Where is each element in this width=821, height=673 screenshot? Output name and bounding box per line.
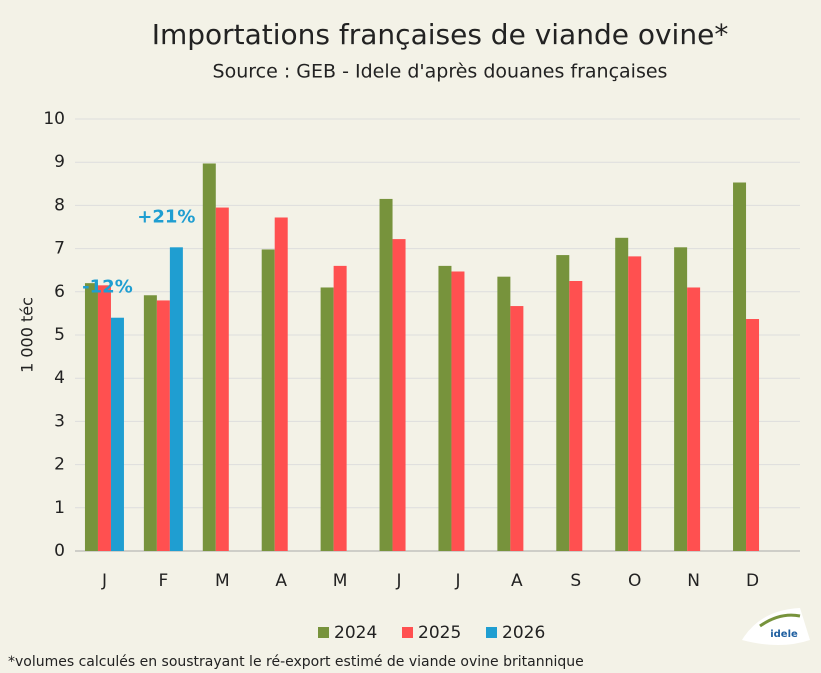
x-tick-label: A: [511, 571, 523, 591]
y-tick-label: 5: [54, 325, 65, 345]
bar: [333, 265, 347, 551]
bar: [156, 300, 170, 551]
y-tick-label: 1: [54, 498, 65, 518]
bar: [628, 256, 642, 551]
bar: [84, 283, 98, 551]
bar: [438, 265, 452, 551]
legend-label: 2025: [418, 623, 461, 643]
bar: [143, 295, 157, 551]
bar: [392, 239, 406, 551]
bar: [615, 237, 629, 552]
legend-swatch: [318, 627, 329, 638]
x-tick-label: D: [746, 571, 759, 591]
bar: [379, 198, 393, 552]
y-tick-label: 0: [54, 541, 65, 561]
chart-title: Importations françaises de viande ovine*: [152, 18, 729, 51]
y-axis-label: 1 000 téc: [18, 297, 37, 373]
y-tick-label: 9: [54, 152, 65, 172]
y-tick-label: 7: [54, 239, 65, 259]
bar: [320, 287, 334, 551]
x-tick-label: M: [215, 571, 230, 591]
bar: [451, 271, 465, 551]
y-tick-label: 3: [54, 411, 65, 431]
logo-text: idele: [770, 629, 798, 640]
x-tick-label: J: [396, 571, 402, 591]
bar: [687, 287, 701, 551]
y-tick-label: 2: [54, 455, 65, 475]
y-tick-label: 10: [43, 109, 65, 129]
annotation: +21%: [137, 206, 195, 227]
bar: [261, 249, 275, 552]
logo-shape: [742, 608, 810, 645]
bar: [674, 247, 688, 551]
x-tick-label: N: [687, 571, 700, 591]
bar: [497, 276, 511, 551]
x-tick-label: J: [101, 571, 107, 591]
bar: [202, 163, 216, 551]
chart-subtitle: Source : GEB - Idele d'après douanes fra…: [213, 61, 668, 83]
x-tick-label: O: [628, 571, 641, 591]
x-tick-label: J: [454, 571, 460, 591]
bar: [556, 255, 570, 551]
bar: [733, 182, 747, 551]
x-tick-label: F: [158, 571, 168, 591]
logo-swoosh: [759, 613, 801, 628]
bar: [215, 207, 229, 551]
y-tick-label: 6: [54, 282, 65, 302]
x-tick-label: M: [333, 571, 348, 591]
x-tick-label: S: [570, 571, 581, 591]
legend-label: 2026: [502, 623, 545, 643]
legend-swatch: [402, 627, 413, 638]
bar: [169, 247, 183, 551]
bar: [274, 217, 288, 551]
bar: [110, 317, 124, 551]
logo: idele: [742, 608, 810, 645]
legend-label: 2024: [334, 623, 377, 643]
bar: [569, 281, 583, 551]
legend-swatch: [486, 627, 497, 638]
x-tick-label: A: [275, 571, 287, 591]
footnote: *volumes calculés en soustrayant le ré-e…: [8, 654, 584, 670]
bar: [746, 319, 760, 551]
bar: [97, 285, 111, 551]
y-tick-label: 4: [54, 368, 65, 388]
bar: [510, 306, 524, 551]
y-tick-label: 8: [54, 195, 65, 215]
annotation: -12%: [82, 277, 133, 298]
